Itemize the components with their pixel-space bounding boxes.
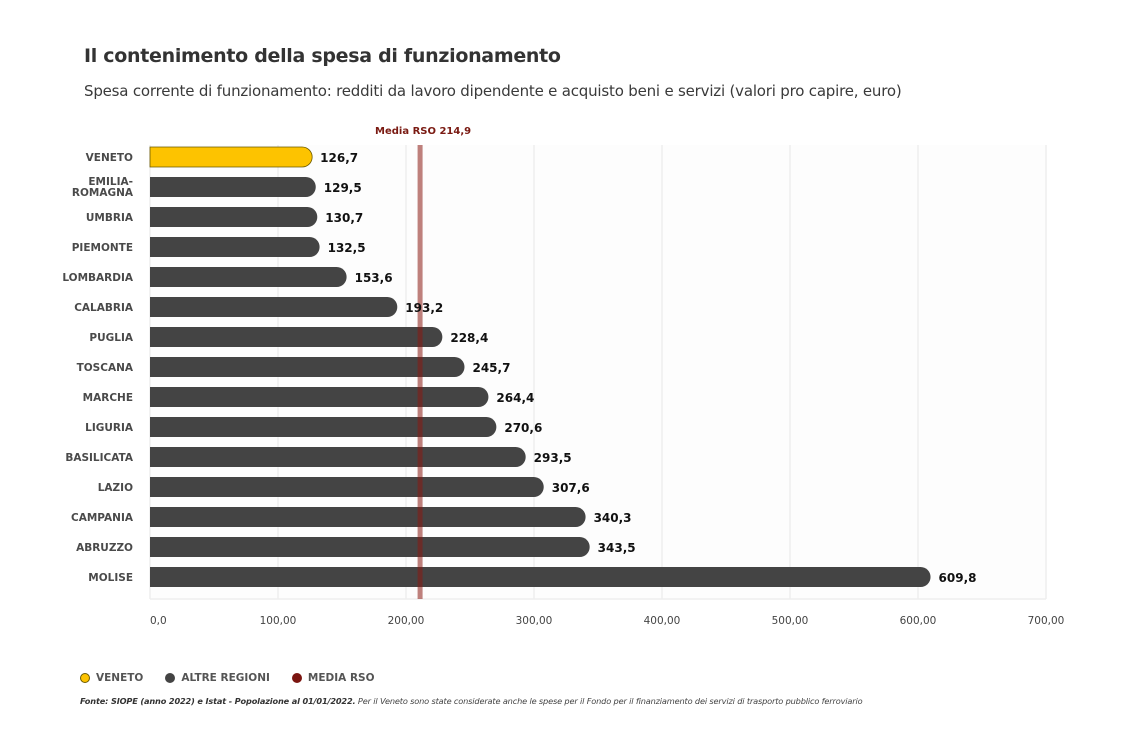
legend-item-altre-regioni: ALTRE REGIONI (165, 672, 270, 684)
category-label: LAZIO (98, 482, 133, 494)
bar-campania (150, 507, 586, 527)
category-label-line: TOSCANA (77, 362, 134, 374)
value-label: 130,7 (325, 211, 363, 225)
category-labels: VENETO EMILIA-ROMAGNA UMBRIA PIEMONTE LOMBAR… (62, 152, 134, 584)
value-label: 193,2 (405, 301, 443, 315)
category-label: LOMBARDIA (62, 272, 134, 284)
chart-title: Il contenimento della spesa di funzionam… (84, 45, 561, 67)
category-label: PUGLIA (89, 332, 133, 344)
category-label: MARCHE (83, 392, 133, 404)
bar-abruzzo (150, 537, 590, 557)
value-label: 270,6 (504, 421, 542, 435)
source-bold: Fonte: SIOPE (anno 2022) e Istat - Popol… (80, 696, 356, 706)
value-label: 132,5 (328, 241, 366, 255)
category-label-line: PUGLIA (89, 332, 133, 344)
chart-subtitle: Spesa corrente di funzionamento: redditi… (84, 82, 902, 100)
source-text: Per il Veneto sono state considerate anc… (355, 696, 863, 706)
bar-puglia (150, 327, 443, 347)
x-tick-label: 200,00 (388, 615, 425, 627)
legend-item-media-rso: MEDIA RSO (291, 672, 375, 684)
value-label: 264,4 (496, 391, 534, 405)
value-label: 129,5 (324, 181, 362, 195)
x-axis-ticks: 0,0 100,00 200,00 300,00 400,00 500,00 600,00 7… (150, 615, 1064, 627)
category-label: UMBRIA (86, 212, 134, 224)
value-labels: 126,7 129,5 130,7 132,5 153,6 193,2 228,4 245,7… (320, 151, 976, 585)
category-label: VENETO (86, 152, 133, 164)
x-tick-label: 0,0 (150, 615, 167, 627)
category-label-line: LOMBARDIA (62, 272, 134, 284)
category-label-line: ABRUZZO (76, 542, 133, 554)
x-tick-label: 600,00 (900, 615, 937, 627)
value-label: 340,3 (594, 511, 632, 525)
reference-line-group: Media RSO 214,9 (375, 126, 471, 599)
value-label: 245,7 (472, 361, 510, 375)
source-note: Fonte: SIOPE (anno 2022) e Istat - Popol… (80, 696, 863, 706)
x-tick-label: 400,00 (644, 615, 681, 627)
category-label: ABRUZZO (76, 542, 133, 554)
bar-lombardia (150, 267, 347, 287)
value-label: 228,4 (450, 331, 488, 345)
media-rso-label: Media RSO 214,9 (375, 126, 471, 137)
category-label: CALABRIA (74, 302, 134, 314)
value-label: 609,8 (939, 571, 977, 585)
category-label-line: MARCHE (83, 392, 133, 404)
bar-umbria (150, 207, 318, 227)
category-label-line: LAZIO (98, 482, 133, 494)
bar-veneto (149, 146, 313, 168)
bar-basilicata (150, 447, 526, 467)
category-label: BASILICATA (65, 452, 134, 464)
legend-label: MEDIA RSO (307, 672, 375, 684)
x-tick-label: 500,00 (772, 615, 809, 627)
x-tick-label: 100,00 (260, 615, 297, 627)
x-tick-label: 700,00 (1028, 615, 1065, 627)
bar-toscana (150, 357, 465, 377)
value-label: 293,5 (534, 451, 572, 465)
category-label: MOLISE (88, 572, 133, 584)
category-label: LIGURIA (85, 422, 134, 434)
value-label: 343,5 (598, 541, 636, 555)
category-label-line: CALABRIA (74, 302, 134, 314)
bar-molise (150, 567, 931, 587)
category-label-line: BASILICATA (65, 452, 134, 464)
legend-item-veneto: VENETO (80, 672, 143, 684)
category-label-line: PIEMONTE (72, 242, 133, 254)
legend-dot-icon (291, 673, 302, 683)
bar-piemonte (150, 237, 320, 257)
bar-chart: Media RSO 214,9 VENETO EMILIA-ROMAGNA UMBR… (62, 126, 1064, 627)
bars (149, 146, 931, 587)
bar-emilia-romagna (150, 177, 316, 197)
value-label: 307,6 (552, 481, 590, 495)
bar-liguria (150, 417, 497, 437)
category-label-line: UMBRIA (86, 212, 134, 224)
bar-lazio (150, 477, 544, 497)
category-label-line: CAMPANIA (71, 512, 134, 524)
legend-dot-icon (165, 673, 176, 683)
category-label: TOSCANA (77, 362, 134, 374)
media-rso-line (417, 145, 423, 599)
value-label: 153,6 (355, 271, 393, 285)
category-label-line: EMILIA- (88, 176, 133, 188)
legend: VENETO ALTRE REGIONI MEDIA RSO (80, 672, 375, 684)
x-tick-label: 300,00 (516, 615, 553, 627)
category-label: CAMPANIA (71, 512, 134, 524)
category-label: EMILIA-ROMAGNA (72, 176, 134, 199)
category-label-line: VENETO (86, 152, 133, 164)
bar-calabria (150, 297, 398, 317)
category-label: PIEMONTE (72, 242, 133, 254)
category-label-line: MOLISE (88, 572, 133, 584)
value-label: 126,7 (320, 151, 358, 165)
bar-marche (150, 387, 489, 407)
legend-label: ALTRE REGIONI (181, 672, 270, 684)
legend-dot-icon (80, 673, 90, 683)
category-label-line: LIGURIA (85, 422, 134, 434)
legend-label: VENETO (96, 672, 144, 684)
category-label-line: ROMAGNA (72, 187, 134, 199)
